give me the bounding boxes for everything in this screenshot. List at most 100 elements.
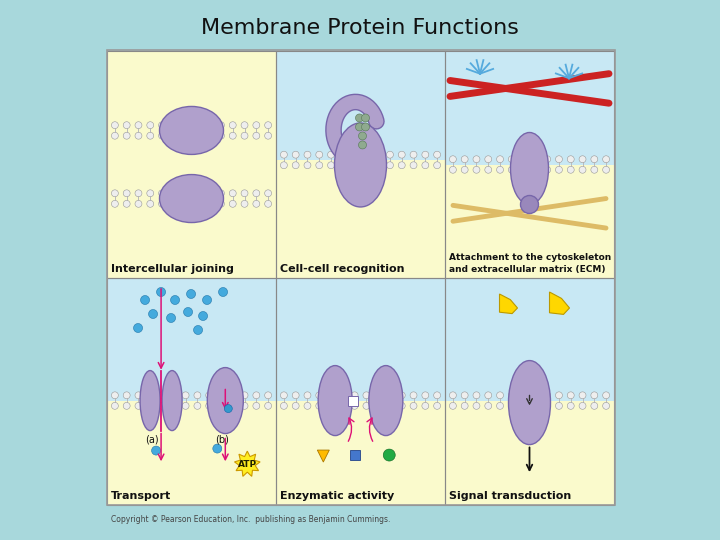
Circle shape xyxy=(253,200,260,207)
Circle shape xyxy=(171,392,177,399)
Circle shape xyxy=(241,392,248,399)
Circle shape xyxy=(422,392,429,399)
Ellipse shape xyxy=(140,370,160,430)
Ellipse shape xyxy=(335,123,387,207)
Circle shape xyxy=(194,132,201,139)
Text: Transport: Transport xyxy=(111,491,171,501)
Polygon shape xyxy=(500,294,518,314)
Bar xyxy=(107,51,276,165)
Circle shape xyxy=(229,200,236,207)
Circle shape xyxy=(520,392,527,399)
Circle shape xyxy=(520,402,527,409)
Circle shape xyxy=(304,162,311,168)
Ellipse shape xyxy=(160,106,223,154)
Circle shape xyxy=(449,156,456,163)
Circle shape xyxy=(603,402,610,409)
Text: (b): (b) xyxy=(215,435,229,444)
Circle shape xyxy=(591,166,598,173)
Circle shape xyxy=(194,200,201,207)
Circle shape xyxy=(410,402,417,409)
Circle shape xyxy=(387,151,393,158)
Circle shape xyxy=(182,132,189,139)
Circle shape xyxy=(186,289,196,299)
Circle shape xyxy=(532,392,539,399)
Circle shape xyxy=(280,151,287,158)
Circle shape xyxy=(485,402,492,409)
Circle shape xyxy=(462,392,468,399)
Circle shape xyxy=(359,141,366,149)
Circle shape xyxy=(171,402,177,409)
Circle shape xyxy=(591,156,598,163)
Circle shape xyxy=(532,166,539,173)
Ellipse shape xyxy=(207,368,243,434)
Circle shape xyxy=(171,132,177,139)
Polygon shape xyxy=(549,292,570,314)
Circle shape xyxy=(603,392,610,399)
Circle shape xyxy=(123,200,130,207)
Circle shape xyxy=(206,190,212,197)
Circle shape xyxy=(194,190,201,197)
Circle shape xyxy=(473,156,480,163)
Circle shape xyxy=(292,392,299,399)
Circle shape xyxy=(508,156,516,163)
Circle shape xyxy=(497,166,503,173)
Circle shape xyxy=(123,122,130,129)
Circle shape xyxy=(556,156,562,163)
Circle shape xyxy=(217,402,225,409)
Circle shape xyxy=(316,162,323,168)
Circle shape xyxy=(135,200,142,207)
Circle shape xyxy=(265,392,271,399)
Circle shape xyxy=(265,190,271,197)
Circle shape xyxy=(591,392,598,399)
Circle shape xyxy=(304,402,311,409)
Circle shape xyxy=(485,166,492,173)
Bar xyxy=(107,165,276,278)
Circle shape xyxy=(485,392,492,399)
Circle shape xyxy=(206,402,212,409)
Circle shape xyxy=(497,392,503,399)
Circle shape xyxy=(147,392,153,399)
Circle shape xyxy=(140,295,150,305)
Circle shape xyxy=(265,402,271,409)
Circle shape xyxy=(292,162,299,168)
Polygon shape xyxy=(318,450,329,462)
Circle shape xyxy=(374,162,382,168)
Circle shape xyxy=(112,402,118,409)
Circle shape xyxy=(508,392,516,399)
Circle shape xyxy=(166,314,176,322)
Circle shape xyxy=(135,132,142,139)
Circle shape xyxy=(462,402,468,409)
Circle shape xyxy=(182,402,189,409)
Circle shape xyxy=(112,122,118,129)
Circle shape xyxy=(182,392,189,399)
Circle shape xyxy=(462,156,468,163)
Circle shape xyxy=(123,132,130,139)
Circle shape xyxy=(449,166,456,173)
Circle shape xyxy=(280,392,287,399)
Circle shape xyxy=(422,162,429,168)
Circle shape xyxy=(422,151,429,158)
Bar xyxy=(107,50,615,505)
Bar xyxy=(276,160,445,278)
Circle shape xyxy=(253,402,260,409)
Circle shape xyxy=(133,323,143,333)
Circle shape xyxy=(265,200,271,207)
Circle shape xyxy=(410,151,417,158)
Circle shape xyxy=(135,122,142,129)
Circle shape xyxy=(123,392,130,399)
Circle shape xyxy=(158,402,166,409)
Circle shape xyxy=(202,295,212,305)
Circle shape xyxy=(316,402,323,409)
Bar xyxy=(107,278,276,505)
Circle shape xyxy=(229,392,236,399)
Circle shape xyxy=(112,190,118,197)
Circle shape xyxy=(171,190,177,197)
Circle shape xyxy=(520,166,527,173)
Circle shape xyxy=(473,392,480,399)
Circle shape xyxy=(253,392,260,399)
Circle shape xyxy=(147,200,153,207)
Circle shape xyxy=(182,122,189,129)
Circle shape xyxy=(112,200,118,207)
Circle shape xyxy=(356,114,364,122)
Bar xyxy=(445,278,614,505)
